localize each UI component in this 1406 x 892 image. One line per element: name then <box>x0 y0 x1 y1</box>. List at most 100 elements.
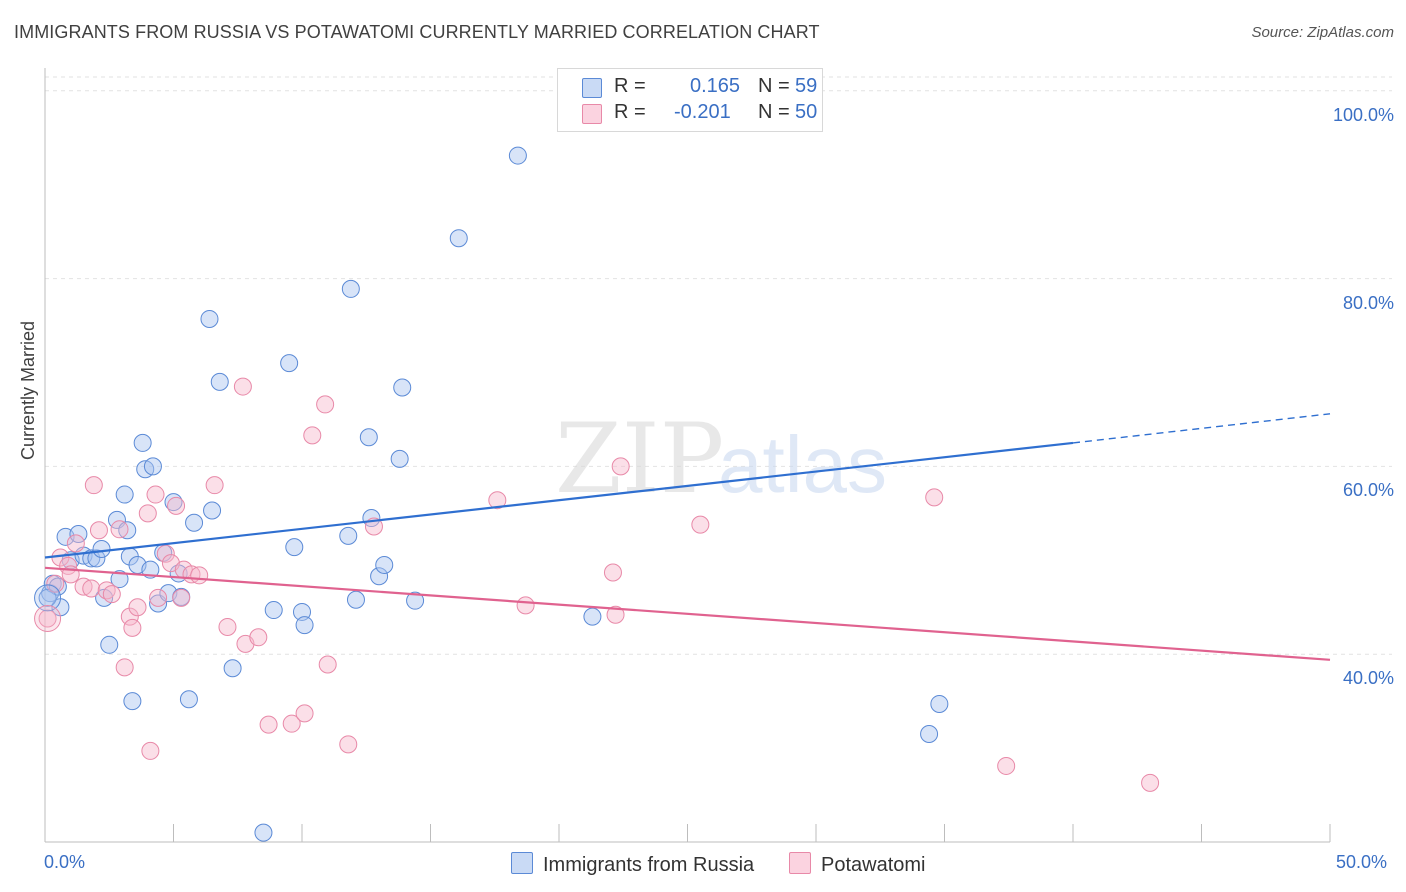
potawatomi-point <box>172 588 191 607</box>
russia-point <box>38 588 57 607</box>
potawatomi-point <box>233 377 252 396</box>
potawatomi-point <box>167 496 186 515</box>
potawatomi-point <box>115 658 134 677</box>
bottom-legend-swatch-russia <box>511 852 533 874</box>
russia-point <box>143 457 162 476</box>
watermark-zip: ZIP <box>555 403 724 515</box>
russia-point <box>82 549 101 568</box>
potawatomi-point <box>295 704 314 723</box>
potawatomi-point <box>38 609 57 628</box>
potawatomi-point <box>138 504 157 523</box>
potawatomi-point <box>925 488 944 507</box>
potawatomi-point <box>123 618 142 637</box>
chart-title: IMMIGRANTS FROM RUSSIA VS POTAWATOMI CUR… <box>14 22 820 42</box>
potawatomi-point <box>282 714 301 733</box>
potawatomi-point <box>611 457 630 476</box>
potawatomi-point <box>84 476 103 495</box>
russia-point <box>449 229 468 248</box>
potawatomi-point <box>1141 773 1160 792</box>
potawatomi-point <box>156 544 175 563</box>
potawatomi-point <box>205 476 224 495</box>
russia-point <box>92 540 111 559</box>
russia-point <box>285 538 304 557</box>
legend-swatch-potawatomi <box>582 104 602 124</box>
potawatomi-point <box>66 534 85 553</box>
russia-point <box>87 549 106 568</box>
russia-point <box>34 584 62 612</box>
trend-lines <box>44 413 1331 661</box>
data-points <box>34 81 1160 842</box>
potawatomi-trend-line <box>44 566 1331 661</box>
russia-point <box>123 692 142 711</box>
russia-point <box>393 378 412 397</box>
watermark: ZIP atlas <box>555 403 887 515</box>
russia-point <box>370 567 389 586</box>
axes <box>44 68 1331 843</box>
russia-trend-extension <box>1072 413 1331 444</box>
x-tick-max: 50.0% <box>1336 852 1388 872</box>
grid-lines <box>45 76 1392 655</box>
russia-point <box>341 279 360 298</box>
potawatomi-point <box>339 735 358 754</box>
correlation-legend: R = 0.165 N = 59 R = -0.201 N = 50 <box>557 68 823 132</box>
source-label: Source: ZipAtlas.com <box>1251 24 1394 41</box>
potawatomi-point <box>146 485 165 504</box>
russia-point <box>280 354 299 373</box>
russia-point <box>118 521 137 540</box>
potawatomi-point <box>303 426 322 445</box>
russia-point <box>339 526 358 545</box>
potawatomi-point <box>218 617 237 636</box>
potawatomi-point <box>89 521 108 540</box>
legend-n-label: N = <box>758 101 790 123</box>
russia-point <box>920 725 939 744</box>
russia-point <box>223 659 242 678</box>
potawatomi-point <box>249 628 268 647</box>
potawatomi-point <box>318 655 337 674</box>
potawatomi-point <box>316 395 335 414</box>
legend-r-value-russia: 0.165 <box>690 75 741 97</box>
russia-point <box>375 555 394 574</box>
russia-point <box>406 591 425 610</box>
potawatomi-point <box>102 585 121 604</box>
legend-r-value-potawatomi: -0.201 <box>674 101 731 123</box>
potawatomi-point <box>34 605 62 633</box>
russia-point <box>390 449 409 468</box>
russia-point <box>185 513 204 532</box>
bottom-legend-label-potawatomi: Potawatomi <box>821 854 926 876</box>
potawatomi-point <box>516 596 535 615</box>
y-tick-label: 80.0% <box>1342 292 1394 313</box>
potawatomi-point <box>606 605 625 624</box>
russia-point <box>293 602 311 621</box>
russia-point <box>930 694 949 713</box>
potawatomi-point <box>691 515 710 534</box>
russia-point <box>110 570 129 589</box>
bottom-legend-label-russia: Immigrants from Russia <box>543 854 755 876</box>
russia-point <box>115 485 134 504</box>
legend-n-value-potawatomi: 50 <box>795 101 818 123</box>
potawatomi-point <box>190 566 209 585</box>
legend-swatch-russia <box>582 78 602 98</box>
russia-point <box>100 635 119 654</box>
potawatomi-point <box>110 520 129 539</box>
potawatomi-point <box>74 577 93 596</box>
russia-point <box>254 823 273 842</box>
bottom-legend-swatch-potawatomi <box>789 852 811 874</box>
y-axis-label: Currently Married <box>18 320 38 460</box>
potawatomi-point <box>603 563 622 582</box>
russia-point <box>200 309 219 328</box>
russia-point <box>583 607 602 626</box>
potawatomi-point <box>141 741 160 760</box>
russia-point <box>295 616 314 635</box>
legend-n-value-russia: 59 <box>795 75 818 97</box>
russia-point <box>203 501 222 520</box>
potawatomi-point <box>46 574 65 593</box>
russia-trend-line <box>44 441 1074 559</box>
potawatomi-point <box>128 598 147 617</box>
russia-point <box>210 372 229 391</box>
bottom-legend-potawatomi: Potawatomi <box>789 852 926 877</box>
potawatomi-point <box>149 588 168 607</box>
y-tick-label: 100.0% <box>1332 104 1394 125</box>
russia-point <box>48 577 67 596</box>
potawatomi-point <box>259 715 278 734</box>
